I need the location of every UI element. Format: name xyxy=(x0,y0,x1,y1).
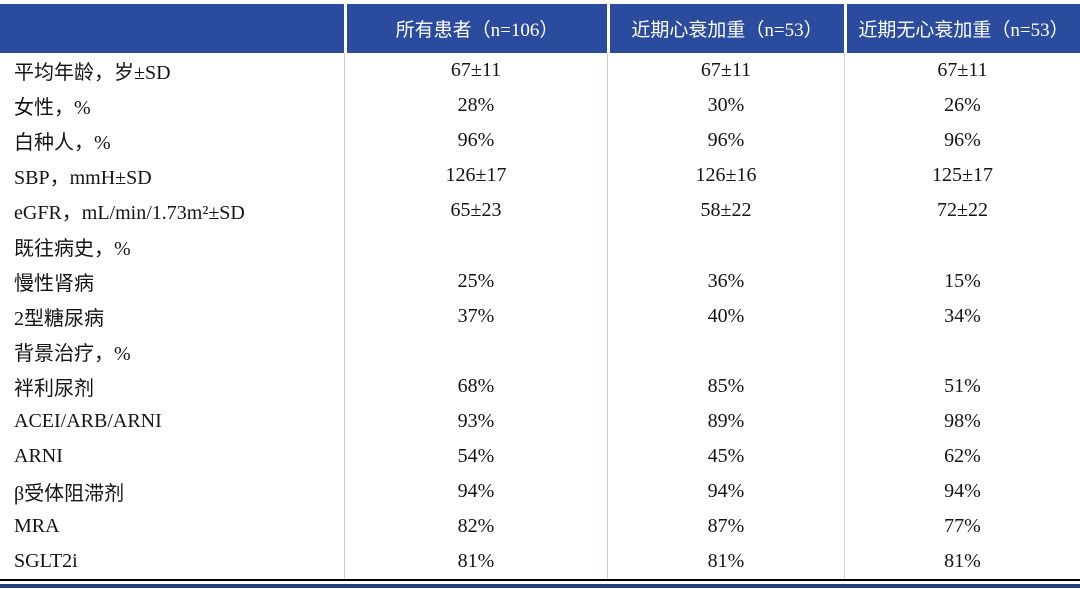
bottom-accent-bar xyxy=(0,584,1080,589)
table-row: 既往病史，% xyxy=(0,228,1080,264)
cell-recent-hf-worsening: 85% xyxy=(607,368,844,404)
cell-no-recent-hf-worsening xyxy=(844,228,1080,264)
cell-no-recent-hf-worsening: 26% xyxy=(844,88,1080,124)
row-label: 背景治疗，% xyxy=(14,342,131,365)
row-label: SGLT2i xyxy=(14,550,78,573)
table-row: ACEI/ARB/ARNI 93% 89% 98% xyxy=(0,403,1080,440)
cell-no-recent-hf-worsening: 81% xyxy=(844,544,1080,580)
row-label: eGFR，mL/min/1.73m²±SD xyxy=(14,202,245,225)
cell-recent-hf-worsening: 58±22 xyxy=(607,193,844,229)
cell-no-recent-hf-worsening: 15% xyxy=(844,263,1080,299)
cell-no-recent-hf-worsening: 94% xyxy=(844,474,1080,510)
row-label: 慢性肾病 xyxy=(14,272,94,295)
table-row: 白种人，% 96% 96% 96% xyxy=(0,123,1080,159)
table-row: 2型糖尿病 37% 40% 34% xyxy=(0,298,1080,334)
cell-recent-hf-worsening: 67±11 xyxy=(607,53,844,89)
table-row: SGLT2i 81% 81% 81% xyxy=(0,544,1080,580)
table-row: eGFR，mL/min/1.73m²±SD 65±23 58±22 72±22 xyxy=(0,193,1080,229)
cell-all-patients: 65±23 xyxy=(344,193,607,229)
header-cell-no-recent-hf-worsening: 近期无心衰加重（n=53） xyxy=(844,4,1080,53)
cell-recent-hf-worsening: 40% xyxy=(607,298,844,334)
cell-no-recent-hf-worsening: 125±17 xyxy=(844,158,1080,194)
cell-all-patients xyxy=(344,333,607,369)
table-header-row: 所有患者（n=106） 近期心衰加重（n=53） 近期无心衰加重（n=53） xyxy=(0,4,1080,53)
row-label: 平均年龄，岁±SD xyxy=(14,62,171,85)
cell-all-patients: 126±17 xyxy=(344,158,607,194)
cell-recent-hf-worsening xyxy=(607,333,844,369)
cell-all-patients: 96% xyxy=(344,123,607,159)
row-label: SBP，mmH±SD xyxy=(14,167,152,190)
table-row: SBP，mmH±SD 126±17 126±16 125±17 xyxy=(0,158,1080,194)
cell-no-recent-hf-worsening: 67±11 xyxy=(844,53,1080,89)
cell-all-patients xyxy=(344,228,607,264)
cell-all-patients: 37% xyxy=(344,298,607,334)
cell-all-patients: 93% xyxy=(344,403,607,440)
table-body: 平均年龄，岁±SD 67±11 67±11 67±11 女性，% 28% 30%… xyxy=(0,53,1080,582)
cell-no-recent-hf-worsening: 77% xyxy=(844,509,1080,545)
row-label: ACEI/ARB/ARNI xyxy=(14,409,162,432)
cell-recent-hf-worsening xyxy=(607,228,844,264)
patient-characteristics-table: 所有患者（n=106） 近期心衰加重（n=53） 近期无心衰加重（n=53） 平… xyxy=(0,4,1080,589)
header-cell-rowlabel-blank xyxy=(0,4,344,53)
row-label: 女性，% xyxy=(14,97,91,120)
header-cell-all-patients: 所有患者（n=106） xyxy=(344,4,607,53)
row-label: ARNI xyxy=(14,445,63,468)
cell-no-recent-hf-worsening: 62% xyxy=(844,439,1080,475)
cell-no-recent-hf-worsening xyxy=(844,333,1080,369)
row-label: β受体阻滞剂 xyxy=(14,483,125,506)
cell-no-recent-hf-worsening: 72±22 xyxy=(844,193,1080,229)
table-row: 背景治疗，% xyxy=(0,333,1080,369)
table-row: 慢性肾病 25% 36% 15% xyxy=(0,263,1080,299)
cell-recent-hf-worsening: 36% xyxy=(607,263,844,299)
cell-all-patients: 54% xyxy=(344,439,607,475)
cell-recent-hf-worsening: 81% xyxy=(607,544,844,580)
cell-no-recent-hf-worsening: 98% xyxy=(844,403,1080,440)
row-label: 白种人，% xyxy=(14,132,111,155)
cell-recent-hf-worsening: 96% xyxy=(607,123,844,159)
cell-no-recent-hf-worsening: 96% xyxy=(844,123,1080,159)
table-row: ARNI 54% 45% 62% xyxy=(0,439,1080,475)
table-row: β受体阻滞剂 94% 94% 94% xyxy=(0,474,1080,510)
cell-no-recent-hf-worsening: 51% xyxy=(844,368,1080,404)
table-row: 女性，% 28% 30% 26% xyxy=(0,88,1080,124)
cell-all-patients: 94% xyxy=(344,474,607,510)
row-label: 2型糖尿病 xyxy=(14,307,104,330)
table-row: MRA 82% 87% 77% xyxy=(0,509,1080,545)
row-label: 袢利尿剂 xyxy=(14,377,94,400)
row-label: MRA xyxy=(14,515,60,538)
cell-recent-hf-worsening: 94% xyxy=(607,474,844,510)
table-row: 平均年龄，岁±SD 67±11 67±11 67±11 xyxy=(0,53,1080,89)
cell-recent-hf-worsening: 89% xyxy=(607,403,844,440)
cell-no-recent-hf-worsening: 34% xyxy=(844,298,1080,334)
cell-all-patients: 67±11 xyxy=(344,53,607,89)
cell-recent-hf-worsening: 30% xyxy=(607,88,844,124)
header-cell-recent-hf-worsening: 近期心衰加重（n=53） xyxy=(607,4,844,53)
cell-all-patients: 68% xyxy=(344,368,607,404)
table-row: 袢利尿剂 68% 85% 51% xyxy=(0,368,1080,404)
cell-all-patients: 82% xyxy=(344,509,607,545)
cell-all-patients: 28% xyxy=(344,88,607,124)
cell-recent-hf-worsening: 87% xyxy=(607,509,844,545)
cell-recent-hf-worsening: 45% xyxy=(607,439,844,475)
row-label: 既往病史，% xyxy=(14,237,131,260)
cell-all-patients: 25% xyxy=(344,263,607,299)
cell-all-patients: 81% xyxy=(344,544,607,580)
cell-recent-hf-worsening: 126±16 xyxy=(607,158,844,194)
